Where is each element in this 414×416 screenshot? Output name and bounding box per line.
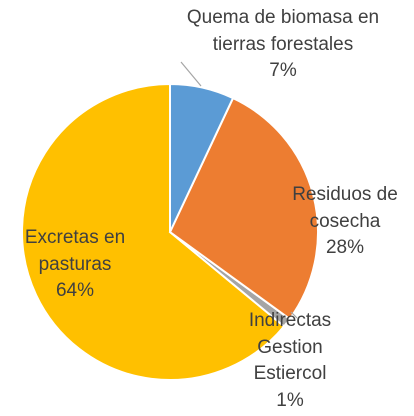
category-name: Indirectas Gestion Estiercol [248, 310, 332, 384]
value-label: 64% [55, 280, 95, 301]
category-name: Residuos de cosecha [292, 184, 398, 232]
slice-label: Residuos de cosecha 28% [270, 182, 414, 262]
value-label: 1% [276, 389, 304, 411]
leader-line [290, 311, 298, 319]
category-name: Excretas en pasturas [24, 227, 126, 275]
pie-slice [21, 82, 286, 381]
slice-label: Quema de biomasa en tierras forestales 7% [183, 5, 383, 85]
leader-line [180, 61, 202, 87]
value-label: 7% [269, 60, 297, 81]
slice-label: Excretas en pasturas 64% [0, 225, 150, 305]
pie-slice [168, 96, 319, 321]
slice-label: Indirectas Gestion Estiercol 1% [230, 308, 350, 414]
value-label: 28% [325, 237, 365, 258]
category-name: Quema de biomasa en tierras forestales [186, 7, 380, 55]
pie-slice [169, 82, 235, 233]
